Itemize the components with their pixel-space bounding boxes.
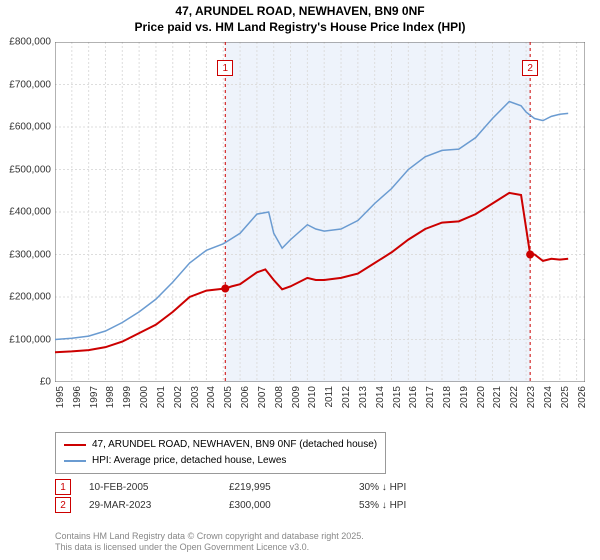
legend-label: HPI: Average price, detached house, Lewe… (92, 453, 286, 469)
x-tick-label: 2002 (173, 386, 184, 408)
x-tick-label: 1999 (122, 386, 133, 408)
x-tick-label: 2004 (206, 386, 217, 408)
x-tick-label: 2014 (375, 386, 386, 408)
marker-table: 1 10-FEB-2005£219,99530% ↓ HPI 2 29-MAR-202… (55, 478, 479, 514)
x-tick-label: 2010 (307, 386, 318, 408)
x-tick-label: 2021 (492, 386, 503, 408)
chart-container: 47, ARUNDEL ROAD, NEWHAVEN, BN9 0NF Pric… (0, 0, 600, 560)
x-tick-label: 2026 (577, 386, 588, 408)
footer-line-2: This data is licensed under the Open Gov… (55, 542, 364, 554)
footer-line-1: Contains HM Land Registry data © Crown c… (55, 531, 364, 543)
x-tick-label: 2007 (257, 386, 268, 408)
legend-swatch (64, 444, 86, 446)
chart-title: 47, ARUNDEL ROAD, NEWHAVEN, BN9 0NF Pric… (0, 0, 600, 35)
marker-date: 10-FEB-2005 (89, 482, 229, 493)
y-tick-label: £700,000 (9, 79, 51, 90)
x-tick-label: 1995 (55, 386, 66, 408)
marker-badge: 2 (55, 497, 71, 513)
title-line-2: Price paid vs. HM Land Registry's House … (0, 20, 600, 36)
legend-label: 47, ARUNDEL ROAD, NEWHAVEN, BN9 0NF (det… (92, 437, 377, 453)
x-tick-label: 2025 (560, 386, 571, 408)
marker-table-row: 2 29-MAR-2023£300,00053% ↓ HPI (55, 496, 479, 514)
x-tick-label: 2024 (543, 386, 554, 408)
chart-marker-badge: 2 (522, 60, 538, 76)
x-tick-label: 2012 (341, 386, 352, 408)
x-tick-label: 2016 (408, 386, 419, 408)
x-tick-label: 2003 (190, 386, 201, 408)
marker-price: £300,000 (229, 500, 359, 511)
x-tick-label: 2000 (139, 386, 150, 408)
y-tick-label: £100,000 (9, 334, 51, 345)
y-axis: £0£100,000£200,000£300,000£400,000£500,0… (0, 42, 55, 382)
plot-area: 12 (55, 42, 585, 382)
x-tick-label: 2023 (526, 386, 537, 408)
chart-svg (55, 42, 585, 382)
x-tick-label: 2001 (156, 386, 167, 408)
footer-attribution: Contains HM Land Registry data © Crown c… (55, 531, 364, 554)
y-tick-label: £500,000 (9, 164, 51, 175)
x-tick-label: 2008 (274, 386, 285, 408)
x-tick-label: 2022 (509, 386, 520, 408)
x-tick-label: 2019 (459, 386, 470, 408)
y-tick-label: £0 (40, 377, 51, 388)
legend-row: HPI: Average price, detached house, Lewe… (64, 453, 377, 469)
x-tick-label: 2013 (358, 386, 369, 408)
x-tick-label: 2009 (291, 386, 302, 408)
x-tick-label: 2015 (392, 386, 403, 408)
x-tick-label: 1998 (105, 386, 116, 408)
y-tick-label: £800,000 (9, 37, 51, 48)
x-tick-label: 1997 (89, 386, 100, 408)
x-tick-label: 2020 (476, 386, 487, 408)
marker-badge: 1 (55, 479, 71, 495)
x-tick-label: 1996 (72, 386, 83, 408)
marker-date: 29-MAR-2023 (89, 500, 229, 511)
marker-price: £219,995 (229, 482, 359, 493)
y-tick-label: £400,000 (9, 207, 51, 218)
x-tick-label: 2005 (223, 386, 234, 408)
chart-marker-badge: 1 (217, 60, 233, 76)
x-axis: 1995 1996 1997 1998 1999 2000 2001 2002 2003 2004… (55, 382, 585, 432)
y-tick-label: £600,000 (9, 122, 51, 133)
legend-swatch (64, 460, 86, 462)
y-tick-label: £200,000 (9, 292, 51, 303)
title-line-1: 47, ARUNDEL ROAD, NEWHAVEN, BN9 0NF (0, 4, 600, 20)
x-tick-label: 2006 (240, 386, 251, 408)
x-tick-label: 2018 (442, 386, 453, 408)
x-tick-label: 2011 (324, 386, 335, 408)
legend-row: 47, ARUNDEL ROAD, NEWHAVEN, BN9 0NF (det… (64, 437, 377, 453)
marker-table-row: 1 10-FEB-2005£219,99530% ↓ HPI (55, 478, 479, 496)
y-tick-label: £300,000 (9, 249, 51, 260)
marker-pct: 53% ↓ HPI (359, 500, 479, 511)
legend: 47, ARUNDEL ROAD, NEWHAVEN, BN9 0NF (det… (55, 432, 386, 474)
x-tick-label: 2017 (425, 386, 436, 408)
marker-pct: 30% ↓ HPI (359, 482, 479, 493)
